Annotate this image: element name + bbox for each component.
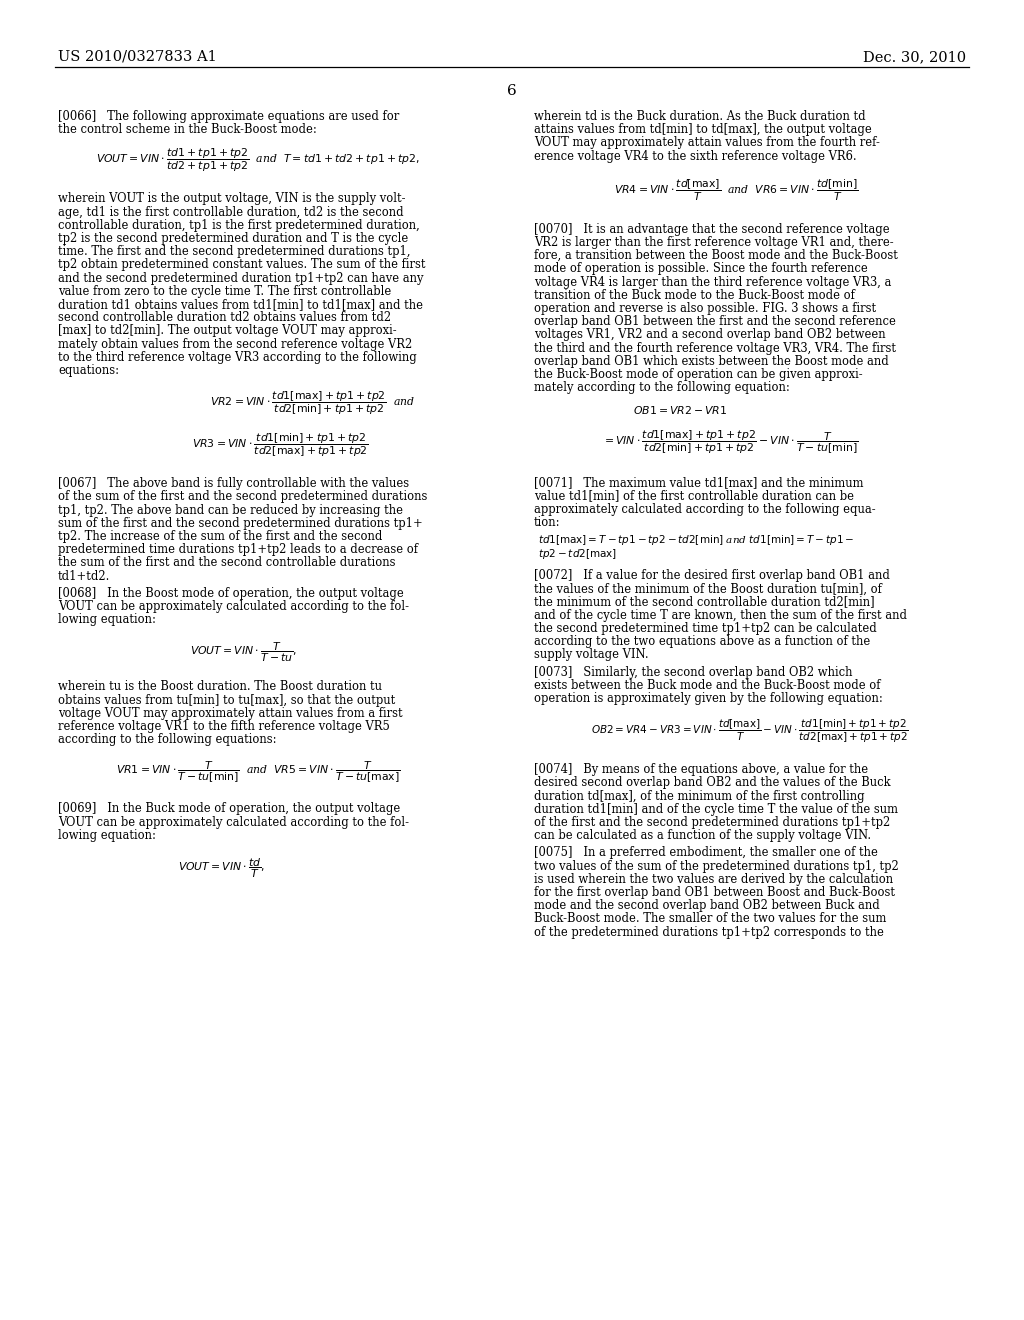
Text: [max] to td2[min]. The output voltage VOUT may approxi-: [max] to td2[min]. The output voltage VO… — [58, 325, 396, 338]
Text: controllable duration, tp1 is the first predetermined duration,: controllable duration, tp1 is the first … — [58, 219, 420, 232]
Text: $VOUT = VIN \cdot \dfrac{td1+tp1+tp2}{td2+tp1+tp2}$  and  $T = td1+td2+tp1+tp2,$: $VOUT = VIN \cdot \dfrac{td1+tp1+tp2}{td… — [96, 147, 420, 174]
Text: $VOUT = VIN \cdot \dfrac{T}{T-tu},$: $VOUT = VIN \cdot \dfrac{T}{T-tu},$ — [190, 640, 297, 664]
Text: the third and the fourth reference voltage VR3, VR4. The first: the third and the fourth reference volta… — [534, 342, 896, 355]
Text: [0072]   If a value for the desired first overlap band OB1 and: [0072] If a value for the desired first … — [534, 569, 890, 582]
Text: $VR3 = VIN \cdot \dfrac{td1[\min]+tp1+tp2}{td2[\max]+tp1+tp2}$: $VR3 = VIN \cdot \dfrac{td1[\min]+tp1+tp… — [193, 432, 369, 459]
Text: tp2 is the second predetermined duration and T is the cycle: tp2 is the second predetermined duration… — [58, 232, 409, 246]
Text: tp2 obtain predetermined constant values. The sum of the first: tp2 obtain predetermined constant values… — [58, 259, 426, 272]
Text: of the sum of the first and the second predetermined durations: of the sum of the first and the second p… — [58, 491, 427, 503]
Text: [0067]   The above band is fully controllable with the values: [0067] The above band is fully controlla… — [58, 478, 410, 490]
Text: according to the two equations above as a function of the: according to the two equations above as … — [534, 635, 870, 648]
Text: tion:: tion: — [534, 516, 560, 529]
Text: VOUT can be approximately calculated according to the fol-: VOUT can be approximately calculated acc… — [58, 601, 409, 612]
Text: and the second predetermined duration tp1+tp2 can have any: and the second predetermined duration tp… — [58, 272, 424, 285]
Text: voltage VOUT may approximately attain values from a first: voltage VOUT may approximately attain va… — [58, 706, 402, 719]
Text: duration td1 obtains values from td1[min] to td1[max] and the: duration td1 obtains values from td1[min… — [58, 298, 423, 312]
Text: lowing equation:: lowing equation: — [58, 829, 156, 842]
Text: $VR4 = VIN \cdot \dfrac{td[\max]}{T}$  and  $VR6 = VIN \cdot \dfrac{td[\min]}{T}: $VR4 = VIN \cdot \dfrac{td[\max]}{T}$ an… — [613, 178, 858, 203]
Text: Buck-Boost mode. The smaller of the two values for the sum: Buck-Boost mode. The smaller of the two … — [534, 912, 887, 925]
Text: duration td1[min] and of the cycle time T the value of the sum: duration td1[min] and of the cycle time … — [534, 803, 898, 816]
Text: for the first overlap band OB1 between Boost and Buck-Boost: for the first overlap band OB1 between B… — [534, 886, 895, 899]
Text: [0075]   In a preferred embodiment, the smaller one of the: [0075] In a preferred embodiment, the sm… — [534, 846, 878, 859]
Text: tp2. The increase of the sum of the first and the second: tp2. The increase of the sum of the firs… — [58, 531, 382, 543]
Text: sum of the first and the second predetermined durations tp1+: sum of the first and the second predeter… — [58, 517, 423, 529]
Text: equations:: equations: — [58, 364, 119, 378]
Text: voltages VR1, VR2 and a second overlap band OB2 between: voltages VR1, VR2 and a second overlap b… — [534, 329, 886, 342]
Text: [0071]   The maximum value td1[max] and the minimum: [0071] The maximum value td1[max] and th… — [534, 477, 863, 490]
Text: the Buck-Boost mode of operation can be given approxi-: the Buck-Boost mode of operation can be … — [534, 368, 862, 381]
Text: attains values from td[min] to td[max], the output voltage: attains values from td[min] to td[max], … — [534, 123, 871, 136]
Text: transition of the Buck mode to the Buck-Boost mode of: transition of the Buck mode to the Buck-… — [534, 289, 855, 302]
Text: wherein VOUT is the output voltage, VIN is the supply volt-: wherein VOUT is the output voltage, VIN … — [58, 193, 406, 206]
Text: overlap band OB1 which exists between the Boost mode and: overlap band OB1 which exists between th… — [534, 355, 889, 368]
Text: $VOUT = VIN \cdot \dfrac{td}{T},$: $VOUT = VIN \cdot \dfrac{td}{T},$ — [178, 857, 265, 879]
Text: Dec. 30, 2010: Dec. 30, 2010 — [863, 50, 966, 63]
Text: supply voltage VIN.: supply voltage VIN. — [534, 648, 648, 661]
Text: lowing equation:: lowing equation: — [58, 614, 156, 626]
Text: the minimum of the second controllable duration td2[min]: the minimum of the second controllable d… — [534, 595, 874, 609]
Text: [0074]   By means of the equations above, a value for the: [0074] By means of the equations above, … — [534, 763, 868, 776]
Text: value td1[min] of the first controllable duration can be: value td1[min] of the first controllable… — [534, 490, 854, 503]
Text: erence voltage VR4 to the sixth reference voltage VR6.: erence voltage VR4 to the sixth referenc… — [534, 149, 857, 162]
Text: the sum of the first and the second controllable durations: the sum of the first and the second cont… — [58, 557, 395, 569]
Text: predetermined time durations tp1+tp2 leads to a decrease of: predetermined time durations tp1+tp2 lea… — [58, 544, 418, 556]
Text: age, td1 is the first controllable duration, td2 is the second: age, td1 is the first controllable durat… — [58, 206, 403, 219]
Text: the control scheme in the Buck-Boost mode:: the control scheme in the Buck-Boost mod… — [58, 123, 316, 136]
Text: two values of the sum of the predetermined durations tp1, tp2: two values of the sum of the predetermin… — [534, 859, 899, 873]
Text: mately according to the following equation:: mately according to the following equati… — [534, 381, 790, 395]
Text: VR2 is larger than the first reference voltage VR1 and, there-: VR2 is larger than the first reference v… — [534, 236, 894, 249]
Text: is used wherein the two values are derived by the calculation: is used wherein the two values are deriv… — [534, 873, 893, 886]
Text: to the third reference voltage VR3 according to the following: to the third reference voltage VR3 accor… — [58, 351, 417, 364]
Text: time. The first and the second predetermined durations tp1,: time. The first and the second predeterm… — [58, 246, 411, 259]
Text: value from zero to the cycle time T. The first controllable: value from zero to the cycle time T. The… — [58, 285, 391, 298]
Text: wherein td is the Buck duration. As the Buck duration td: wherein td is the Buck duration. As the … — [534, 110, 865, 123]
Text: mode of operation is possible. Since the fourth reference: mode of operation is possible. Since the… — [534, 263, 867, 276]
Text: $td1[\max]=T-tp1-tp2-td2[\min]$ and $td1[\min]=T-tp1-$: $td1[\max]=T-tp1-tp2-td2[\min]$ and $td1… — [538, 533, 854, 548]
Text: approximately calculated according to the following equa-: approximately calculated according to th… — [534, 503, 876, 516]
Text: $= VIN \cdot \dfrac{td1[\max]+tp1+tp2}{td2[\min]+tp1+tp2} - VIN \cdot \dfrac{T}{: $= VIN \cdot \dfrac{td1[\max]+tp1+tp2}{t… — [602, 429, 858, 457]
Text: mode and the second overlap band OB2 between Buck and: mode and the second overlap band OB2 bet… — [534, 899, 880, 912]
Text: mately obtain values from the second reference voltage VR2: mately obtain values from the second ref… — [58, 338, 413, 351]
Text: according to the following equations:: according to the following equations: — [58, 733, 276, 746]
Text: tp1, tp2. The above band can be reduced by increasing the: tp1, tp2. The above band can be reduced … — [58, 504, 403, 516]
Text: and of the cycle time T are known, then the sum of the first and: and of the cycle time T are known, then … — [534, 609, 907, 622]
Text: the values of the minimum of the Boost duration tu[min], of: the values of the minimum of the Boost d… — [534, 582, 882, 595]
Text: exists between the Buck mode and the Buck-Boost mode of: exists between the Buck mode and the Buc… — [534, 678, 881, 692]
Text: td1+td2.: td1+td2. — [58, 570, 111, 582]
Text: of the first and the second predetermined durations tp1+tp2: of the first and the second predetermine… — [534, 816, 890, 829]
Text: can be calculated as a function of the supply voltage VIN.: can be calculated as a function of the s… — [534, 829, 871, 842]
Text: [0066]   The following approximate equations are used for: [0066] The following approximate equatio… — [58, 110, 399, 123]
Text: $OB2 = VR4 - VR3 = VIN \cdot \dfrac{td[\max]}{T} - VIN \cdot \dfrac{td1[\min]+tp: $OB2 = VR4 - VR3 = VIN \cdot \dfrac{td[\… — [591, 718, 909, 744]
Text: desired second overlap band OB2 and the values of the Buck: desired second overlap band OB2 and the … — [534, 776, 891, 789]
Text: VOUT may approximately attain values from the fourth ref-: VOUT may approximately attain values fro… — [534, 136, 880, 149]
Text: fore, a transition between the Boost mode and the Buck-Boost: fore, a transition between the Boost mod… — [534, 249, 898, 263]
Text: of the predetermined durations tp1+tp2 corresponds to the: of the predetermined durations tp1+tp2 c… — [534, 925, 884, 939]
Text: second controllable duration td2 obtains values from td2: second controllable duration td2 obtains… — [58, 312, 391, 325]
Text: operation is approximately given by the following equation:: operation is approximately given by the … — [534, 692, 883, 705]
Text: operation and reverse is also possible. FIG. 3 shows a first: operation and reverse is also possible. … — [534, 302, 877, 315]
Text: duration td[max], of the minimum of the first controlling: duration td[max], of the minimum of the … — [534, 789, 864, 803]
Text: US 2010/0327833 A1: US 2010/0327833 A1 — [58, 50, 217, 63]
Text: voltage VR4 is larger than the third reference voltage VR3, a: voltage VR4 is larger than the third ref… — [534, 276, 891, 289]
Text: [0068]   In the Boost mode of operation, the output voltage: [0068] In the Boost mode of operation, t… — [58, 587, 403, 599]
Text: 6: 6 — [507, 84, 517, 98]
Text: wherein tu is the Boost duration. The Boost duration tu: wherein tu is the Boost duration. The Bo… — [58, 680, 382, 693]
Text: $VR2 = VIN \cdot \dfrac{td1[\max]+tp1+tp2}{td2[\min]+tp1+tp2}$  and: $VR2 = VIN \cdot \dfrac{td1[\max]+tp1+tp… — [210, 389, 415, 417]
Text: reference voltage VR1 to the fifth reference voltage VR5: reference voltage VR1 to the fifth refer… — [58, 719, 390, 733]
Text: [0069]   In the Buck mode of operation, the output voltage: [0069] In the Buck mode of operation, th… — [58, 803, 400, 816]
Text: $tp2-td2[\max]$: $tp2-td2[\max]$ — [538, 548, 617, 561]
Text: [0073]   Similarly, the second overlap band OB2 which: [0073] Similarly, the second overlap ban… — [534, 665, 853, 678]
Text: overlap band OB1 between the first and the second reference: overlap band OB1 between the first and t… — [534, 315, 896, 329]
Text: obtains values from tu[min] to tu[max], so that the output: obtains values from tu[min] to tu[max], … — [58, 693, 395, 706]
Text: $OB1 = VR2 - VR1$: $OB1 = VR2 - VR1$ — [633, 404, 727, 416]
Text: [0070]   It is an advantage that the second reference voltage: [0070] It is an advantage that the secon… — [534, 223, 890, 236]
Text: the second predetermined time tp1+tp2 can be calculated: the second predetermined time tp1+tp2 ca… — [534, 622, 877, 635]
Text: $VR1 = VIN \cdot \dfrac{T}{T-tu[\min]}$  and  $VR5 = VIN \cdot \dfrac{T}{T-tu[\m: $VR1 = VIN \cdot \dfrac{T}{T-tu[\min]}$ … — [116, 760, 400, 785]
Text: VOUT can be approximately calculated according to the fol-: VOUT can be approximately calculated acc… — [58, 816, 409, 829]
